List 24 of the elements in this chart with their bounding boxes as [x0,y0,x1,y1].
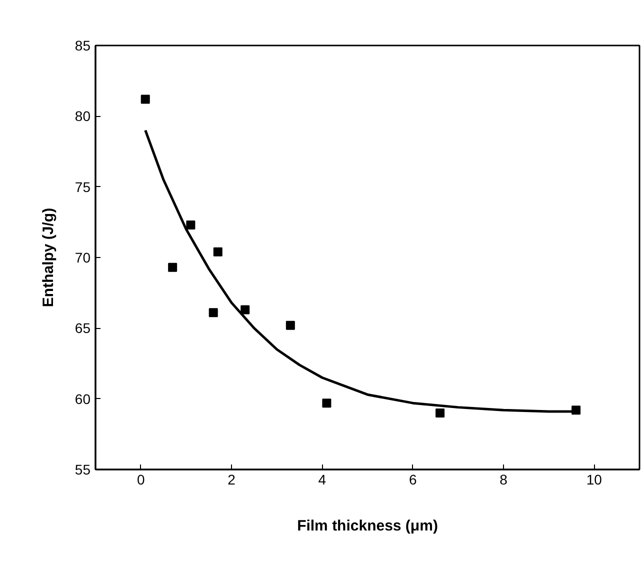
point [322,398,332,408]
point [168,262,178,272]
x-tick-label: 10 [586,472,602,488]
x-axis-title: Film thickness (μm) [297,518,438,534]
y-tick-label: 70 [74,250,91,266]
y-tick-label: 65 [74,320,91,336]
point [213,247,222,256]
point [240,305,250,314]
y-tick-label: 85 [74,38,91,54]
x-tick-label: 2 [228,472,236,488]
point [140,94,150,104]
x-tick-label: 6 [408,472,417,488]
y-tick-label: 80 [74,108,91,124]
y-tick-label: 75 [74,178,91,195]
x-tick-label: 8 [500,472,508,488]
y-tick-label: 55 [74,462,91,478]
point [436,408,445,418]
x-tick-label: 0 [136,472,145,488]
point [286,320,295,330]
y-axis-title: Enthalpy (J/g) [40,208,57,308]
point [208,308,218,318]
x-tick-label: 4 [318,472,326,488]
y-tick-label: 60 [74,390,91,407]
point [186,220,196,230]
